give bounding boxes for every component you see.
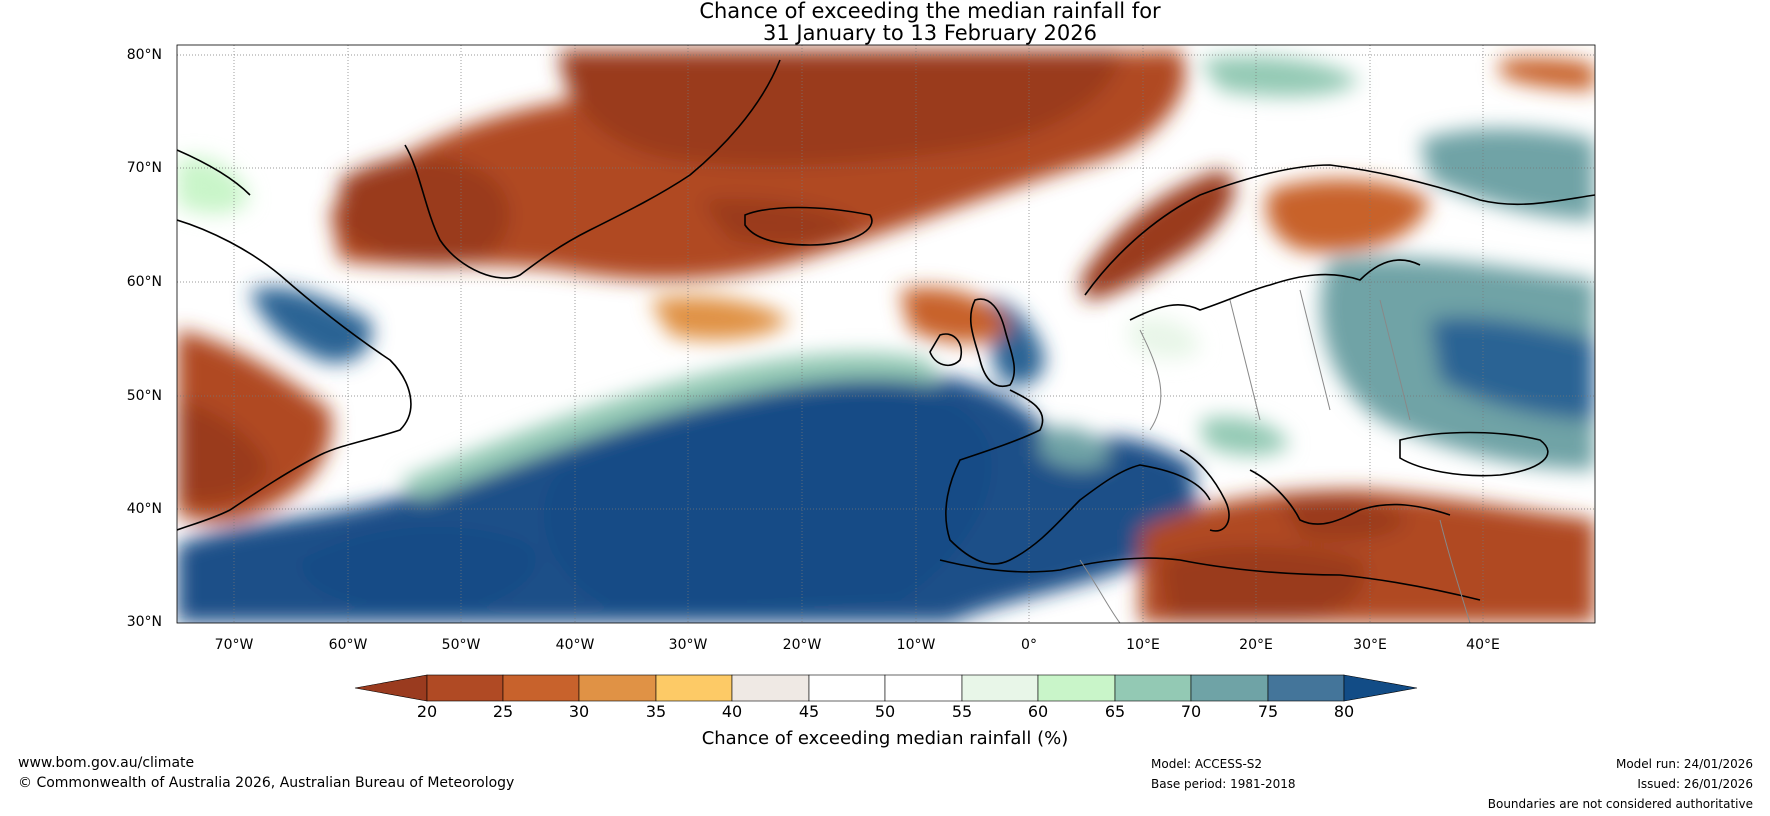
colorbar-tick-65: 65 (1104, 702, 1126, 721)
lon-label-20w: 20°W (782, 637, 822, 653)
rainfall-probability-field (177, 45, 1595, 623)
lat-label-50n: 50°N (126, 388, 162, 404)
lon-label-40e: 40°E (1466, 637, 1500, 653)
colorbar-high-arrow (1343, 674, 1418, 702)
colorbar-segment-25-30 (502, 674, 580, 702)
map-title-line1: Chance of exceeding the median rainfall … (699, 0, 1161, 23)
map-graticule (177, 45, 1595, 623)
colorbar (354, 674, 1418, 702)
colorbar-label: Chance of exceeding median rainfall (%) (701, 728, 1069, 749)
colorbar-segment-45-50 (808, 674, 886, 702)
lat-label-40n: 40°N (126, 501, 162, 517)
colorbar-segment-75-80 (1267, 674, 1345, 702)
colorbar-segment-40-45 (731, 674, 810, 702)
colorbar-tick-20: 20 (416, 702, 438, 721)
lon-label-10w: 10°W (896, 637, 936, 653)
footer-model-run: Model run: 24/01/2026 (1615, 757, 1753, 771)
lat-label-60n: 60°N (126, 274, 162, 290)
colorbar-segment-50-55 (884, 674, 963, 702)
colorbar-segment-65-70 (1114, 674, 1192, 702)
coastlines (177, 59, 1595, 601)
footer-issued: Issued: 26/01/2026 (1637, 777, 1753, 791)
lon-label-30w: 30°W (668, 637, 708, 653)
colorbar-tick-35: 35 (645, 702, 667, 721)
colorbar-segment-20-25 (426, 674, 504, 702)
colorbar-low-arrow (354, 674, 428, 702)
colorbar-tick-80: 80 (1333, 702, 1355, 721)
lat-label-80n: 80°N (126, 47, 162, 63)
lon-label-10e: 10°E (1126, 637, 1160, 653)
colorbar-segment-30-35 (578, 674, 657, 702)
colorbar-tick-30: 30 (568, 702, 590, 721)
lon-label-60w: 60°W (328, 637, 368, 653)
footer-base-period: Base period: 1981-2018 (1151, 777, 1296, 791)
lat-label-30n: 30°N (126, 614, 162, 630)
colorbar-tick-55: 55 (951, 702, 973, 721)
country-borders (1079, 289, 1471, 623)
colorbar-tick-60: 60 (1027, 702, 1049, 721)
footer-website: www.bom.gov.au/climate (18, 755, 195, 771)
colorbar-segment-55-60 (961, 674, 1039, 702)
footer-copyright: © Commonwealth of Australia 2026, Austra… (18, 775, 515, 791)
colorbar-tick-40: 40 (721, 702, 743, 721)
footer-model: Model: ACCESS-S2 (1151, 757, 1263, 771)
lon-label-70w: 70°W (214, 637, 254, 653)
lon-label-40w: 40°W (555, 637, 595, 653)
colorbar-segment-35-40 (655, 674, 733, 702)
colorbar-tick-45: 45 (798, 702, 820, 721)
footer-disclaimer: Boundaries are not considered authoritat… (1487, 797, 1753, 811)
map-frame (176, 44, 1596, 624)
colorbar-segment-60-65 (1037, 674, 1116, 702)
colorbar-segment-70-75 (1190, 674, 1269, 702)
colorbar-tick-75: 75 (1257, 702, 1279, 721)
colorbar-tick-70: 70 (1180, 702, 1202, 721)
lat-label-70n: 70°N (126, 160, 162, 176)
map-title-line2: 31 January to 13 February 2026 (762, 21, 1097, 45)
lon-label-50w: 50°W (441, 637, 481, 653)
colorbar-tick-50: 50 (874, 702, 896, 721)
colorbar-tick-25: 25 (492, 702, 514, 721)
lon-label-20e: 20°E (1239, 637, 1273, 653)
lon-label-0: 0° (1021, 637, 1037, 653)
lon-label-30e: 30°E (1353, 637, 1387, 653)
